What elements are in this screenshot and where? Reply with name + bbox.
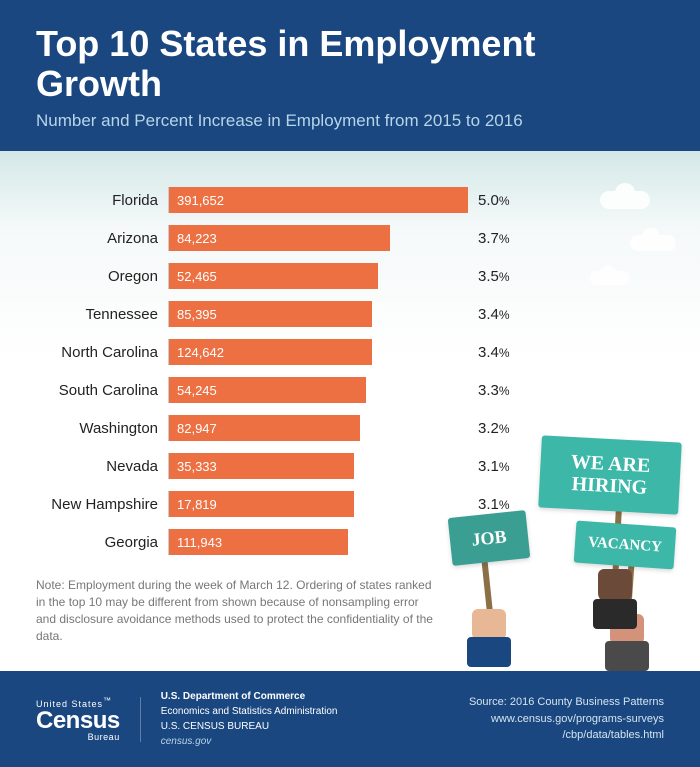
census-logo: United States™ Census Bureau [36, 697, 141, 742]
bar: 82,947 [169, 415, 360, 441]
hand-icon [598, 569, 632, 603]
source-block: Source: 2016 County Business Patterns ww… [469, 694, 664, 744]
chart-row: Oregon52,465 3.5% [36, 259, 664, 293]
chart-row: North Carolina124,642 3.4% [36, 335, 664, 369]
percent-label: 5.0% [468, 192, 510, 209]
state-label: Georgia [36, 534, 168, 551]
sign-job: JOB [448, 510, 531, 566]
bar: 85,395 [169, 301, 372, 327]
bar-track: 391,652 [168, 187, 468, 213]
source-line: Source: 2016 County Business Patterns [469, 694, 664, 711]
source-line: www.census.gov/programs-surveys [469, 711, 664, 728]
bar-track: 111,943 [168, 529, 468, 555]
bar-track: 82,947 [168, 415, 468, 441]
state-label: Tennessee [36, 306, 168, 323]
sign-vacancy: VACANCY [574, 521, 677, 570]
state-label: Oregon [36, 268, 168, 285]
state-label: Florida [36, 192, 168, 209]
percent-label: 3.4% [468, 306, 510, 323]
sign-hiring: WE ARE HIRING [538, 436, 682, 515]
state-label: North Carolina [36, 344, 168, 361]
bar: 391,652 [169, 187, 468, 213]
chart-area: Florida391,6525.0% Arizona84,223 3.7% Orego… [0, 151, 700, 671]
cuff-icon [605, 641, 649, 671]
state-label: Arizona [36, 230, 168, 247]
dept-line: U.S. CENSUS BUREAU [161, 719, 338, 734]
bar: 54,245 [169, 377, 366, 403]
chart-row: South Carolina54,245 3.3% [36, 373, 664, 407]
bar-track: 35,333 [168, 453, 468, 479]
chart-row: Florida391,6525.0% [36, 183, 664, 217]
header: Top 10 States in Employment Growth Numbe… [0, 0, 700, 151]
bar: 124,642 [169, 339, 372, 365]
logo-bottom: Bureau [36, 733, 120, 742]
page-subtitle: Number and Percent Increase in Employmen… [36, 111, 664, 131]
source-line: /cbp/data/tables.html [469, 727, 664, 744]
state-label: South Carolina [36, 382, 168, 399]
state-label: Nevada [36, 458, 168, 475]
dept-line: census.gov [161, 734, 338, 749]
percent-label: 3.4% [468, 344, 510, 361]
bar: 52,465 [169, 263, 378, 289]
page-title: Top 10 States in Employment Growth [36, 24, 664, 103]
percent-label: 3.5% [468, 268, 510, 285]
bar: 84,223 [169, 225, 390, 251]
chart-row: Arizona84,223 3.7% [36, 221, 664, 255]
bar: 111,943 [169, 529, 348, 555]
percent-label: 3.3% [468, 382, 510, 399]
bar-track: 17,819 [168, 491, 468, 517]
bar-track: 124,642 [168, 339, 468, 365]
bar: 17,819 [169, 491, 354, 517]
hiring-illustration: WE ARE HIRING JOB VACANCY [430, 419, 680, 639]
cuff-icon [593, 599, 637, 629]
chart-row: Tennessee85,395 3.4% [36, 297, 664, 331]
bar: 35,333 [169, 453, 354, 479]
percent-label: 3.7% [468, 230, 510, 247]
trademark-icon: ™ [103, 696, 112, 705]
bar-track: 84,223 [168, 225, 468, 251]
department-block: U.S. Department of Commerce Economics an… [141, 689, 338, 749]
bar-track: 54,245 [168, 377, 468, 403]
bar-track: 52,465 [168, 263, 468, 289]
logo-main: Census [36, 709, 120, 733]
state-label: New Hampshire [36, 496, 168, 513]
chart-note: Note: Employment during the week of Marc… [36, 577, 436, 644]
footer: United States™ Census Bureau U.S. Depart… [0, 671, 700, 767]
dept-line: U.S. Department of Commerce [161, 689, 338, 704]
bar-track: 85,395 [168, 301, 468, 327]
state-label: Washington [36, 420, 168, 437]
cuff-icon [467, 637, 511, 667]
dept-line: Economics and Statistics Administration [161, 704, 338, 719]
